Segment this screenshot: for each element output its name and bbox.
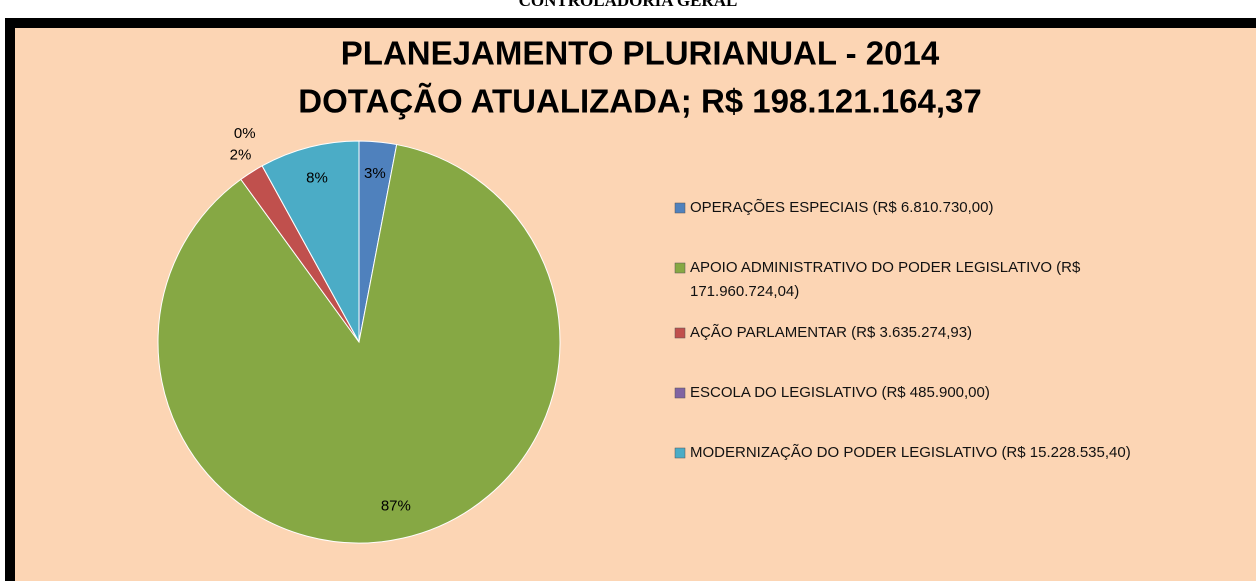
data-label: 3% (364, 165, 386, 182)
legend-label: ESCOLA DO LEGISLATIVO (R$ 485.900,00) (690, 384, 990, 401)
legend-label: MODERNIZAÇÃO DO PODER LEGISLATIVO (R$ 15… (690, 444, 1131, 461)
pie-slice (157, 143, 561, 544)
data-label: 87% (381, 498, 411, 515)
header: CONTROLADORIA GERAL (518, 0, 738, 10)
legend-swatch (674, 262, 686, 274)
legend-swatch (674, 327, 686, 339)
data-label: 0% (234, 125, 256, 142)
data-label: 2% (230, 146, 252, 163)
chart-title: PLANEJAMENTO PLURIANUAL - 2014 (341, 35, 940, 72)
legend-label: APOIO ADMINISTRATIVO DO PODER LEGISLATIV… (690, 259, 1081, 300)
pie-slice (261, 140, 360, 343)
legend-swatch (674, 387, 686, 399)
legend-swatch (674, 447, 686, 459)
legend-label: OPERAÇÕES ESPECIAIS (R$ 6.810.730,00) (690, 199, 994, 216)
legend-swatch (674, 202, 686, 214)
chart-title: DOTAÇÃO ATUALIZADA; R$ 198.121.164,37 (298, 83, 981, 120)
legend-label: AÇÃO PARLAMENTAR (R$ 3.635.274,93) (690, 324, 973, 341)
data-label: 8% (306, 169, 328, 186)
